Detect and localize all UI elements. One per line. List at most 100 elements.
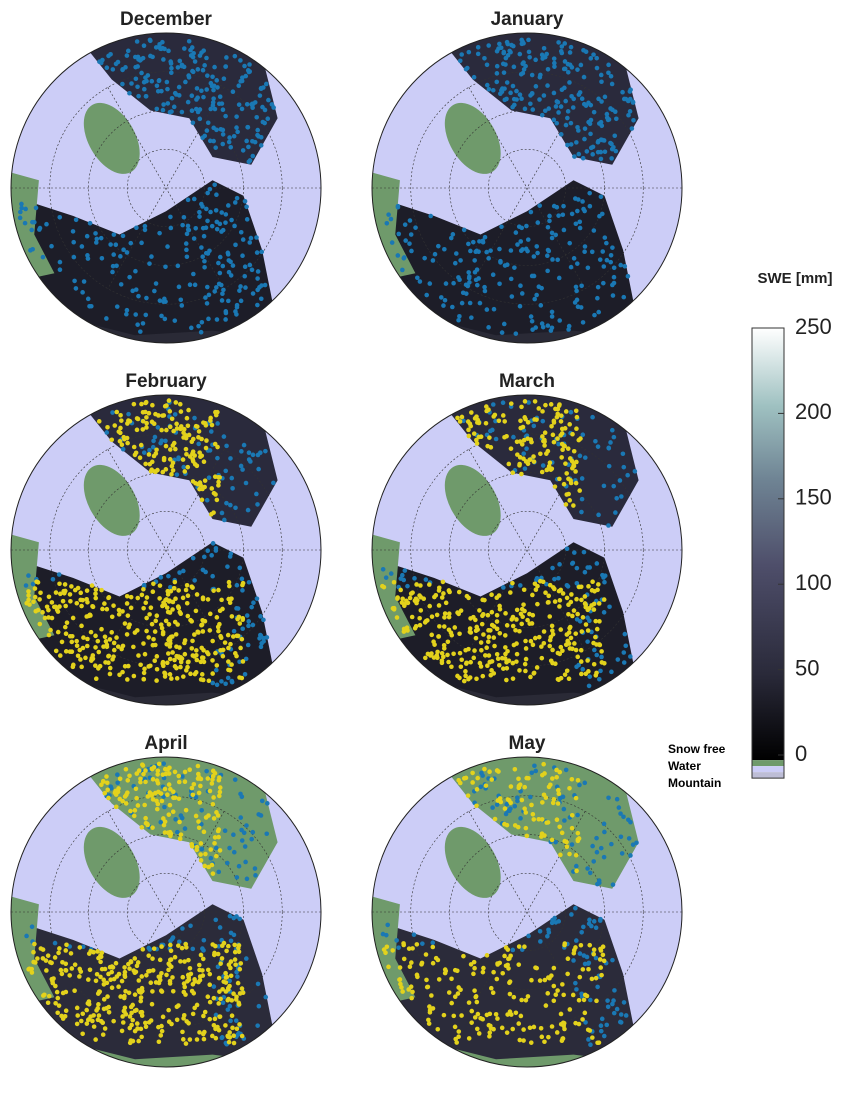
station-dot xyxy=(166,599,172,604)
station-dot xyxy=(154,447,159,453)
station-dot xyxy=(565,446,571,451)
station-dot xyxy=(520,247,525,252)
station-dot xyxy=(119,418,124,423)
legend-label: Water xyxy=(668,759,701,773)
station-dot xyxy=(517,1037,523,1043)
station-dot xyxy=(40,610,45,615)
station-dot xyxy=(227,913,233,919)
station-dot xyxy=(450,304,455,310)
station-dot xyxy=(522,784,528,790)
station-dot xyxy=(567,646,573,651)
station-dot xyxy=(472,1015,478,1020)
station-dot xyxy=(229,1013,235,1018)
station-dot xyxy=(217,608,223,614)
station-dot xyxy=(407,964,413,970)
station-dot xyxy=(534,292,539,298)
station-dot xyxy=(157,957,163,963)
station-dot xyxy=(88,948,94,954)
station-dot xyxy=(602,660,607,666)
station-dot xyxy=(610,245,615,250)
station-dot xyxy=(218,635,224,641)
station-dot xyxy=(100,1032,106,1037)
station-dot xyxy=(74,1021,80,1027)
station-dot xyxy=(513,627,518,633)
station-dot xyxy=(584,149,590,154)
station-dot xyxy=(571,958,576,963)
station-dot xyxy=(154,654,160,659)
station-dot xyxy=(583,49,589,54)
station-dot xyxy=(568,599,574,605)
station-dot xyxy=(254,596,260,601)
station-dot xyxy=(427,582,432,587)
station-dot xyxy=(553,992,559,997)
station-dot xyxy=(578,942,584,948)
station-dot xyxy=(50,576,56,582)
station-dot xyxy=(549,235,555,241)
station-dot xyxy=(189,785,195,791)
station-dot xyxy=(164,972,169,978)
station-dot xyxy=(259,249,265,255)
station-dot xyxy=(523,668,528,674)
station-dot xyxy=(619,851,625,856)
station-dot xyxy=(556,791,562,796)
station-dot xyxy=(153,642,158,648)
station-dot xyxy=(220,107,226,113)
station-dot xyxy=(198,659,204,665)
station-dot xyxy=(609,141,614,147)
station-dot xyxy=(507,980,512,986)
station-dot xyxy=(564,595,570,601)
station-dot xyxy=(170,988,176,994)
station-dot xyxy=(178,409,184,414)
station-dot xyxy=(220,141,226,147)
station-dot xyxy=(591,947,597,953)
station-dot xyxy=(170,809,176,815)
station-dot xyxy=(226,1039,232,1045)
station-dot xyxy=(611,265,617,271)
station-dot xyxy=(418,608,424,613)
station-dot xyxy=(172,579,178,585)
station-dot xyxy=(176,773,182,779)
station-dot xyxy=(184,254,190,260)
station-dot xyxy=(161,102,166,107)
station-dot xyxy=(249,267,255,273)
station-dot xyxy=(484,408,489,414)
station-dot xyxy=(495,1016,500,1021)
station-dot xyxy=(228,973,234,979)
station-dot xyxy=(162,786,168,792)
station-dot xyxy=(539,831,545,836)
station-dot xyxy=(126,624,131,630)
station-dot xyxy=(203,295,208,300)
station-dot xyxy=(463,669,468,674)
station-dot xyxy=(168,831,174,837)
station-dot xyxy=(582,136,587,142)
station-dot xyxy=(118,413,123,418)
station-dot xyxy=(452,1024,458,1030)
station-dot xyxy=(550,565,555,571)
station-dot xyxy=(236,102,242,107)
station-dot xyxy=(598,845,604,851)
station-dot xyxy=(441,591,446,596)
station-dot xyxy=(167,409,173,414)
station-dot xyxy=(153,451,159,456)
station-dot xyxy=(31,599,36,605)
station-dot xyxy=(206,316,211,322)
station-dot xyxy=(591,228,597,233)
station-dot xyxy=(566,327,571,332)
station-dot xyxy=(197,800,203,805)
station-dot xyxy=(132,992,138,997)
station-dot xyxy=(528,638,534,644)
station-dot xyxy=(486,628,491,633)
station-dot xyxy=(218,126,224,132)
station-dot xyxy=(493,436,499,442)
station-dot xyxy=(212,943,218,949)
station-dot xyxy=(146,410,152,416)
station-dot xyxy=(219,101,225,106)
station-dot xyxy=(185,593,191,599)
station-dot xyxy=(556,441,561,447)
station-dot xyxy=(186,73,191,78)
station-dot xyxy=(174,665,179,671)
station-dot xyxy=(207,999,213,1005)
station-dot xyxy=(200,596,206,602)
station-dot xyxy=(170,599,176,605)
station-dot xyxy=(587,203,593,209)
